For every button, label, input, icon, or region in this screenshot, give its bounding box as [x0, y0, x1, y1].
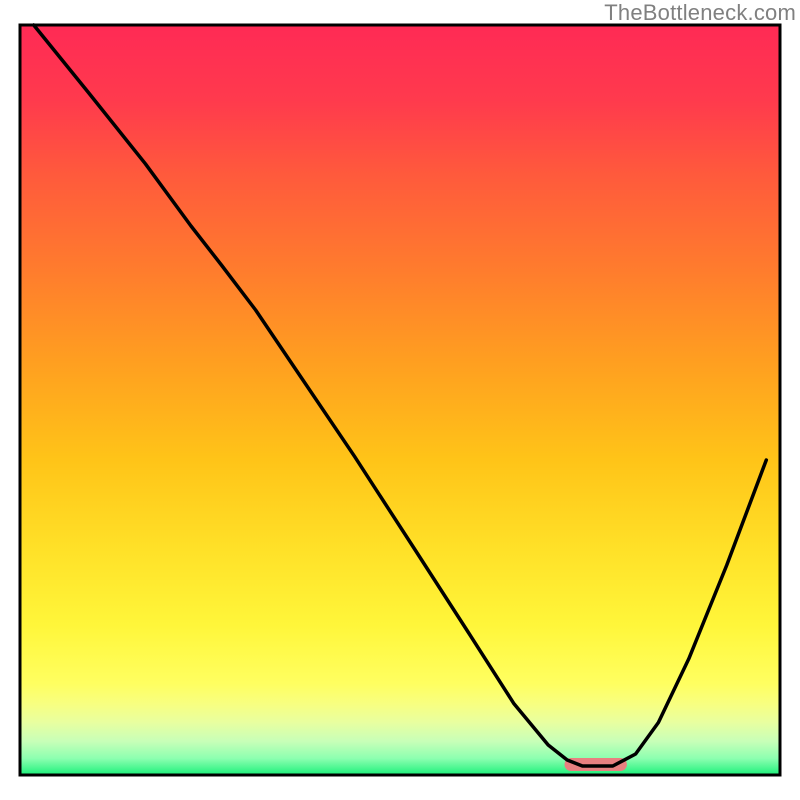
- chart-svg: [0, 0, 800, 800]
- bottleneck-chart: TheBottleneck.com: [0, 0, 800, 800]
- watermark-text: TheBottleneck.com: [604, 0, 796, 26]
- plot-area: [20, 25, 780, 775]
- gradient-fill: [20, 25, 780, 775]
